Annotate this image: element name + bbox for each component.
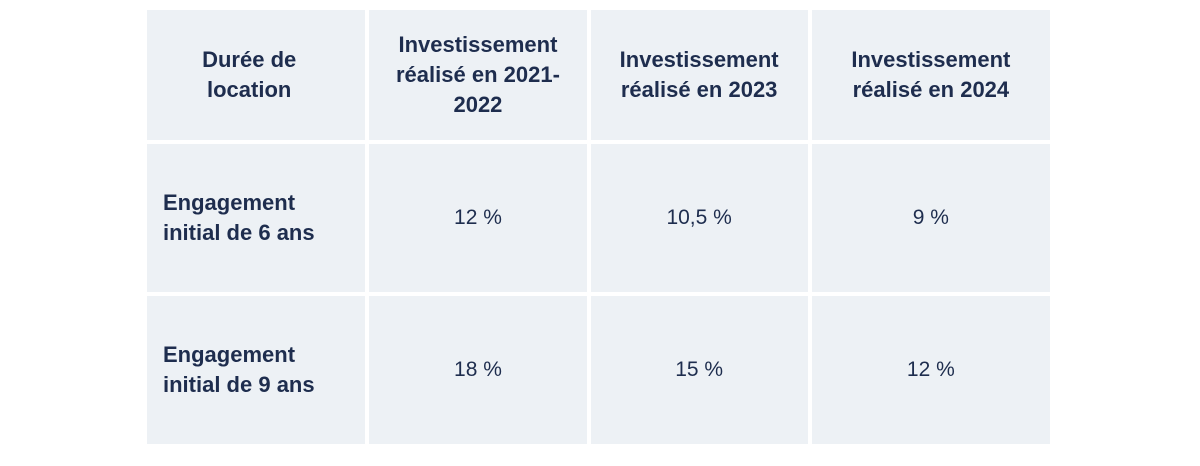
table-row: Engagement initial de 6 ans 12 % 10,5 % … bbox=[147, 144, 1050, 292]
row-label-6-years: Engagement initial de 6 ans bbox=[147, 144, 366, 292]
header-rental-duration: Durée de location bbox=[147, 10, 366, 140]
rate-table-container: Durée de location Investissement réalisé… bbox=[147, 10, 1050, 444]
cell-9-years-2021-2022: 18 % bbox=[369, 296, 587, 444]
cell-9-years-2024: 12 % bbox=[811, 296, 1050, 444]
header-investment-2023: Investissement réalisé en 2023 bbox=[590, 10, 808, 140]
rate-table: Durée de location Investissement réalisé… bbox=[143, 6, 1054, 448]
cell-6-years-2021-2022: 12 % bbox=[369, 144, 587, 292]
cell-6-years-2024: 9 % bbox=[811, 144, 1050, 292]
cell-9-years-2023: 15 % bbox=[590, 296, 808, 444]
row-label-9-years: Engagement initial de 9 ans bbox=[147, 296, 366, 444]
header-investment-2021-2022: Investissement réalisé en 2021-2022 bbox=[369, 10, 587, 140]
table-header-row: Durée de location Investissement réalisé… bbox=[147, 10, 1050, 140]
table-row: Engagement initial de 9 ans 18 % 15 % 12… bbox=[147, 296, 1050, 444]
header-investment-2024: Investissement réalisé en 2024 bbox=[811, 10, 1050, 140]
cell-6-years-2023: 10,5 % bbox=[590, 144, 808, 292]
